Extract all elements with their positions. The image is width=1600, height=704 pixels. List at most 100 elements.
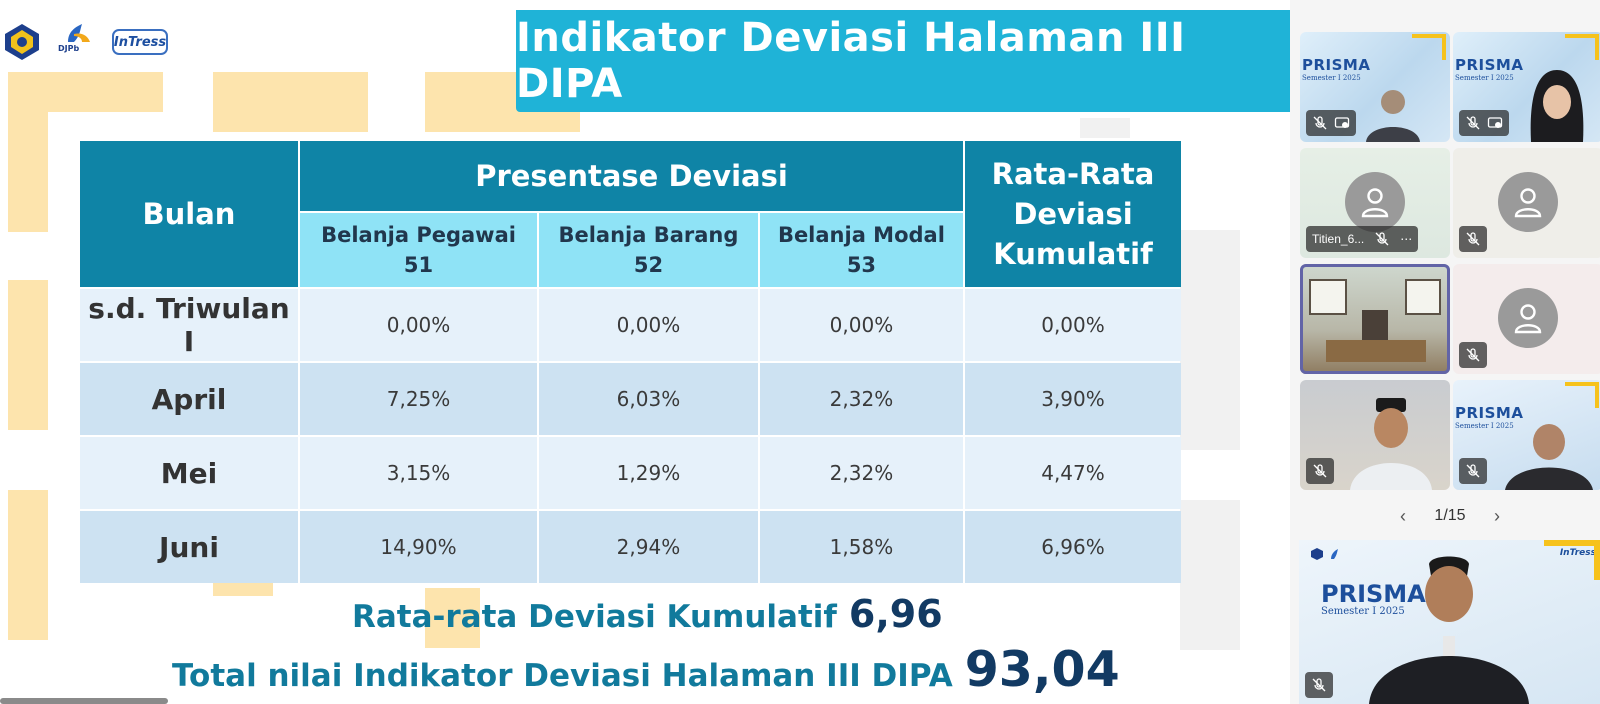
speaker-intress-logo: InTress — [1559, 548, 1596, 558]
prisma-subtitle: Semester I 2025 — [1302, 74, 1361, 82]
cell-barang: 1,29% — [539, 437, 758, 509]
avatar — [1498, 172, 1558, 232]
cell-month: Mei — [80, 437, 298, 509]
avatar — [1498, 288, 1558, 348]
column-code: 51 — [403, 253, 434, 277]
mic-status — [1306, 110, 1356, 136]
mic-status — [1459, 110, 1509, 136]
header-rata-rata-label: Rata-Rata Deviasi Kumulatif — [991, 157, 1155, 271]
djpb-logo: DJPb — [52, 22, 102, 62]
mic-status — [1305, 672, 1333, 698]
person-icon — [1361, 188, 1389, 218]
prisma-banner: PRISMA — [1321, 580, 1426, 608]
cell-pegawai: 3,15% — [300, 437, 538, 509]
table-row: April 7,25% 6,03% 2,32% 3,90% — [80, 363, 1181, 435]
participant-tile[interactable]: Titien_6... ⋯ — [1300, 148, 1450, 258]
screen-share-icon — [1334, 117, 1350, 128]
avatar — [1345, 172, 1405, 232]
cell-rata: 4,47% — [965, 437, 1181, 509]
participant-video-icon — [1530, 70, 1584, 142]
column-name: Belanja Modal — [777, 223, 945, 247]
participant-tile[interactable]: PRISMA Semester I 2025 — [1453, 32, 1600, 142]
decor-block — [8, 72, 48, 232]
prisma-banner: PRISMA — [1455, 56, 1524, 74]
mic-status — [1459, 458, 1487, 484]
summary-total: Total nilai Indikator Deviasi Halaman II… — [172, 641, 1120, 698]
decor-block — [1544, 540, 1600, 580]
summary-total-value: 93,04 — [964, 641, 1120, 698]
header-logos: DJPb InTress — [2, 22, 168, 62]
mic-status — [1306, 458, 1334, 484]
mic-status — [1459, 342, 1487, 368]
participant-tile[interactable]: PRISMA Semester I 2025 — [1300, 32, 1450, 142]
summary-rata-label: Rata-rata Deviasi Kumulatif — [352, 599, 837, 635]
page-indicator: 1/15 — [1434, 507, 1466, 524]
cell-modal: 2,32% — [759, 437, 963, 509]
participant-tile[interactable] — [1300, 264, 1450, 374]
slide-title-banner: Indikator Deviasi Halaman III DIPA — [516, 10, 1290, 112]
slide-title: Indikator Deviasi Halaman III DIPA — [516, 15, 1186, 107]
mic-off-icon — [1466, 232, 1480, 246]
cell-month: s.d. Triwulan I — [80, 289, 298, 361]
cell-month: Juni — [80, 511, 298, 583]
participant-video-icon — [1505, 424, 1593, 490]
mic-off-icon — [1313, 464, 1327, 478]
decor-block — [1080, 118, 1130, 138]
decor-block — [8, 490, 48, 640]
cell-month: April — [80, 363, 298, 435]
column-name: Belanja Pegawai — [321, 223, 516, 247]
participant-tile[interactable] — [1453, 264, 1600, 374]
decor-block — [1565, 34, 1599, 60]
cell-rata: 0,00% — [965, 289, 1181, 361]
header-belanja-modal: Belanja Modal 53 — [759, 213, 963, 287]
participant-video-icon — [1369, 556, 1529, 704]
decor-block — [1565, 382, 1599, 408]
participant-tile[interactable]: PRISMA Semester I 2025 — [1453, 380, 1600, 490]
decor-block — [8, 280, 48, 430]
intress-logo: InTress — [112, 29, 168, 55]
more-options-icon[interactable]: ⋯ — [1400, 232, 1413, 246]
mic-off-icon — [1466, 348, 1480, 362]
name-badge: Titien_6... ⋯ — [1306, 226, 1419, 252]
screen-share-icon — [1487, 117, 1503, 128]
decor-block — [1412, 34, 1446, 60]
prisma-subtitle: Semester I 2025 — [1455, 74, 1514, 82]
mic-status — [1459, 226, 1487, 252]
table-row: s.d. Triwulan I 0,00% 0,00% 0,00% 0,00% — [80, 289, 1181, 361]
mic-off-icon — [1313, 116, 1327, 130]
cell-pegawai: 0,00% — [300, 289, 538, 361]
cell-modal: 2,32% — [759, 363, 963, 435]
participant-tile[interactable] — [1453, 148, 1600, 258]
horizontal-scrollbar[interactable] — [0, 698, 168, 704]
column-code: 52 — [633, 253, 664, 277]
header-bulan: Bulan — [80, 141, 298, 287]
summary-rata-rata: Rata-rata Deviasi Kumulatif 6,96 — [352, 592, 943, 636]
active-speaker-tile[interactable]: InTress PRISMA Semester I 2025 — [1299, 540, 1600, 704]
header-presentase: Presentase Deviasi — [300, 141, 963, 211]
decor-block — [1180, 230, 1240, 450]
participant-video-icon — [1350, 398, 1432, 490]
cell-modal: 0,00% — [759, 289, 963, 361]
summary-total-label: Total nilai Indikator Deviasi Halaman II… — [172, 658, 953, 694]
person-icon — [1514, 188, 1542, 218]
prisma-banner: PRISMA — [1302, 56, 1371, 74]
speaker-logos-icon — [1311, 548, 1338, 560]
prisma-subtitle: Semester I 2025 — [1455, 422, 1514, 430]
cell-rata: 6,96% — [965, 511, 1181, 583]
participant-tile[interactable] — [1300, 380, 1450, 490]
summary-rata-value: 6,96 — [848, 592, 943, 636]
decor-block — [213, 72, 368, 132]
participant-video-icon — [1309, 279, 1441, 362]
cell-barang: 6,03% — [539, 363, 758, 435]
cell-modal: 1,58% — [759, 511, 963, 583]
kemenkeu-logo-icon — [5, 24, 39, 60]
chevron-left-icon[interactable]: ‹ — [1400, 505, 1406, 526]
mic-off-icon — [1466, 116, 1480, 130]
chevron-right-icon[interactable]: › — [1493, 505, 1500, 526]
deviasi-table: Bulan Presentase Deviasi Rata-Rata Devia… — [78, 139, 1183, 585]
header-belanja-pegawai: Belanja Pegawai 51 — [300, 213, 538, 287]
mic-off-icon — [1312, 678, 1326, 692]
decor-block — [425, 588, 480, 648]
person-icon — [1514, 304, 1542, 334]
